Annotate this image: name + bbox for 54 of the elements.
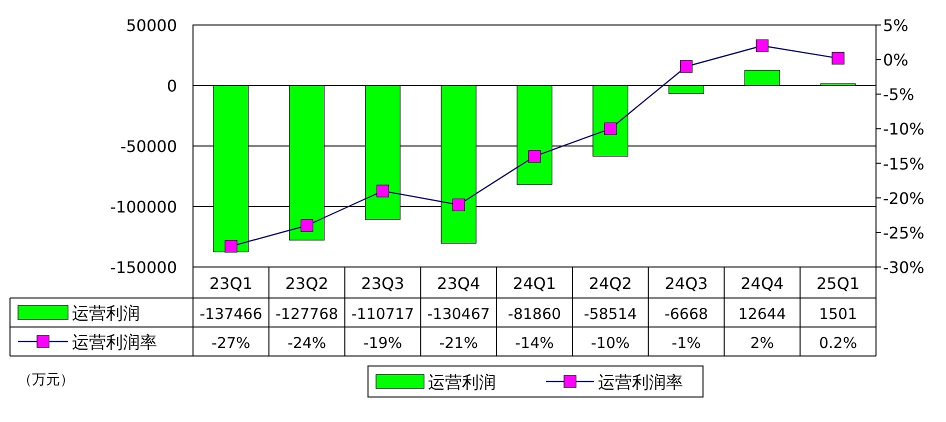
y2-tick-label: 0% <box>883 50 908 70</box>
y2-tick-label: -25% <box>883 223 924 242</box>
point <box>832 52 844 64</box>
x-tick-label: 24Q3 <box>664 274 708 293</box>
x-tick-label: 24Q2 <box>588 274 632 293</box>
data-label: -6668 <box>664 305 708 323</box>
y2-tick-label: 5% <box>883 16 908 35</box>
data-label: -21% <box>439 334 478 352</box>
point <box>680 60 693 73</box>
x-tick-label: 23Q4 <box>437 274 480 293</box>
text: 运营利润率 <box>598 373 683 393</box>
y-tick-label: 50000 <box>126 16 177 35</box>
y2-tick-label: -15% <box>883 154 924 174</box>
x-tick-label: 24Q4 <box>740 274 784 293</box>
point <box>376 184 390 198</box>
data-label: -58514 <box>584 305 637 323</box>
data-label: 12644 <box>738 305 786 323</box>
y2-tick-label: -20% <box>883 188 924 208</box>
point <box>756 39 768 52</box>
data-label: -130467 <box>427 305 490 323</box>
legend-label: 运营利润率 <box>72 333 157 353</box>
x-tick-label: 25Q1 <box>816 274 860 293</box>
data-label: -137466 <box>200 305 262 323</box>
data-label: -127768 <box>275 305 338 323</box>
x-tick-label: 23Q3 <box>361 274 404 293</box>
y2-tick-label: -5% <box>883 85 914 104</box>
y2-tick-label: -10% <box>883 120 924 139</box>
data-label: -27% <box>212 334 250 352</box>
data-label: 0.2% <box>819 334 858 352</box>
point <box>604 122 617 136</box>
point <box>452 198 465 212</box>
point <box>528 150 541 163</box>
data-label: -10% <box>591 334 630 352</box>
x-tick-label: 23Q1 <box>209 274 253 293</box>
text: 运营利润 <box>428 373 496 393</box>
data-label: 2% <box>750 334 774 352</box>
y-tick-label: -50000 <box>120 137 177 156</box>
data-label: 1501 <box>818 305 858 323</box>
data-label: -24% <box>287 334 326 352</box>
data-label: -1% <box>672 334 701 352</box>
point <box>300 219 314 232</box>
text: （万元） <box>18 372 74 388</box>
legend-label: 运营利润 <box>72 304 140 324</box>
x-tick-label: 23Q2 <box>285 274 328 293</box>
data-label: -110717 <box>351 305 414 323</box>
y-tick-label: -100000 <box>110 198 177 216</box>
x-tick-label: 24Q1 <box>512 274 556 293</box>
y2-tick-label: -30% <box>883 258 924 277</box>
data-label: -81860 <box>508 305 562 323</box>
y-tick-label: 0 <box>166 76 177 96</box>
data-label: -19% <box>363 334 402 352</box>
y-tick-label: -150000 <box>110 258 177 277</box>
data-label: -14% <box>515 334 554 352</box>
point <box>224 240 238 253</box>
